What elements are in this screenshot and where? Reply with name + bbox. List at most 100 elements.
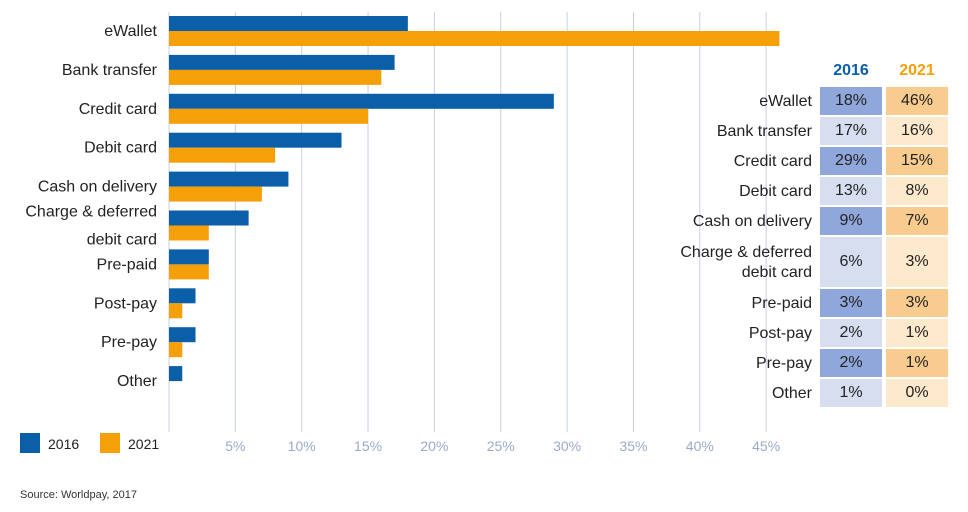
table-cell-2016: 3% — [820, 289, 882, 317]
table-row-label-line: eWallet — [759, 93, 812, 110]
table-cell-2016: 13% — [820, 177, 882, 205]
table-row-label: Debit card — [620, 182, 812, 202]
table-row-label-line: Pre-pay — [755, 355, 812, 372]
table-row-label: Credit card — [620, 152, 812, 172]
x-tick-label: 10% — [288, 438, 316, 454]
table-cell-2021: 16% — [886, 117, 948, 145]
bar-2016 — [169, 366, 183, 382]
bar-2021 — [169, 69, 382, 85]
bar-2016 — [169, 327, 196, 343]
table-row: eWallet 18% 46% — [620, 87, 950, 117]
table-row-label-line: debit card — [741, 264, 812, 281]
table-cell-2016: 18% — [820, 87, 882, 115]
table-cell-2016: 9% — [820, 207, 882, 235]
x-axis-tick-labels: 5% 10% 15% 20% 25% 30% 35% 40% 45% — [225, 438, 780, 454]
bar-2016 — [169, 16, 408, 31]
table-cell-2021: 0% — [886, 379, 948, 407]
category-labels: eWallet Bank transfer Credit card Debit car… — [25, 23, 157, 390]
bar-2021 — [169, 342, 183, 358]
table-cell-2016: 17% — [820, 117, 882, 145]
category-label: Debit card — [84, 140, 157, 157]
bar-2021 — [169, 264, 209, 280]
table-row-label-line: Pre-paid — [751, 295, 812, 312]
table-header-2021: 2021 — [899, 62, 935, 79]
x-tick-label: 45% — [752, 438, 780, 454]
x-tick-label: 30% — [553, 438, 581, 454]
table-cell-2021: 15% — [886, 147, 948, 175]
table-row: Other 1% 0% — [620, 379, 950, 409]
bar-2016 — [169, 210, 249, 226]
bar-2016 — [169, 54, 395, 70]
bar-2016 — [169, 93, 554, 109]
bar-2021 — [169, 147, 276, 163]
category-label: Charge & deferred — [25, 204, 157, 221]
table-row: Cash on delivery 9% 7% — [620, 207, 950, 237]
table-row: Pre-paid 3% 3% — [620, 289, 950, 319]
table-row-label: Post-pay — [620, 324, 812, 344]
table-cell-2016: 6% — [820, 237, 882, 287]
bars — [169, 16, 780, 382]
table-row-label: Pre-paid — [620, 294, 812, 314]
table-row: Debit card 13% 8% — [620, 177, 950, 207]
table-row-label-line: Cash on delivery — [692, 213, 812, 230]
table-row-label-line: Bank transfer — [716, 123, 812, 140]
table-row: Post-pay 2% 1% — [620, 319, 950, 349]
category-label: Cash on delivery — [38, 179, 157, 196]
table-cell-2021: 46% — [886, 87, 948, 115]
table-cell-2021: 3% — [886, 289, 948, 317]
table-cell-2021: 1% — [886, 319, 948, 347]
category-label: debit card — [87, 232, 157, 249]
bar-2021 — [169, 31, 780, 46]
table-cell-2021: 1% — [886, 349, 948, 377]
bar-2021 — [169, 186, 262, 202]
x-tick-label: 5% — [225, 438, 245, 454]
bar-2021 — [169, 303, 183, 319]
table-row-label: Bank transfer — [620, 122, 812, 142]
bar-2021 — [169, 108, 369, 124]
category-label: eWallet — [104, 23, 157, 40]
bar-2021 — [169, 225, 209, 241]
table-row-label: eWallet — [620, 92, 812, 112]
source-note: Source: Worldpay, 2017 — [20, 489, 137, 501]
legend-swatch-2021 — [100, 433, 120, 453]
table-cell-2021: 8% — [886, 177, 948, 205]
table-cell-2016: 1% — [820, 379, 882, 407]
table-row-label: Charge & deferred debit card — [620, 243, 812, 283]
category-label: Other — [117, 373, 158, 390]
table-header-2016: 2016 — [833, 62, 869, 79]
legend-label-2021: 2021 — [128, 436, 159, 452]
table-row: Credit card 29% 15% — [620, 147, 950, 177]
table-row-label-line: Debit card — [739, 183, 812, 200]
table-row-label-line: Post-pay — [748, 325, 812, 342]
table-row: Bank transfer 17% 16% — [620, 117, 950, 147]
bar-2016 — [169, 288, 196, 304]
table-cell-2016: 2% — [820, 319, 882, 347]
table-row: Charge & deferred debit card 6% 3% — [620, 237, 950, 289]
category-label: Bank transfer — [62, 62, 158, 79]
bar-2016 — [169, 171, 289, 187]
table-cell-2021: 3% — [886, 237, 948, 287]
bar-2016 — [169, 249, 209, 265]
table-row-label-line: Charge & deferred — [680, 244, 812, 261]
table-row-label-line: Other — [771, 385, 812, 402]
table-cell-2016: 2% — [820, 349, 882, 377]
category-label: Pre-paid — [97, 256, 157, 273]
x-tick-label: 15% — [354, 438, 382, 454]
category-label: Pre-pay — [101, 334, 157, 351]
table-cell-2016: 29% — [820, 147, 882, 175]
table-row: Pre-pay 2% 1% — [620, 349, 950, 379]
bar-2016 — [169, 132, 342, 148]
table-row-label: Other — [620, 384, 812, 404]
x-tick-label: 20% — [420, 438, 448, 454]
category-label: Credit card — [79, 101, 157, 118]
x-tick-label: 35% — [619, 438, 647, 454]
legend-swatch-2016 — [20, 433, 40, 453]
legend: 2016 2021 — [20, 433, 159, 453]
table-row-label: Cash on delivery — [620, 212, 812, 232]
table-cell-2021: 7% — [886, 207, 948, 235]
category-label: Post-pay — [94, 295, 157, 312]
x-tick-label: 40% — [686, 438, 714, 454]
table-row-label: Pre-pay — [620, 354, 812, 374]
table-row-label-line: Credit card — [733, 153, 812, 170]
